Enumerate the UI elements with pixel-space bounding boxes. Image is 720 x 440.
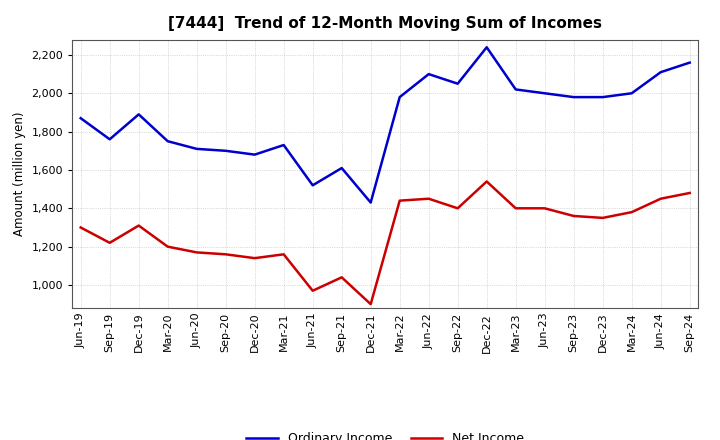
- Ordinary Income: [598, 95, 607, 100]
- Net Income: [454, 205, 462, 211]
- Net Income: [308, 288, 317, 293]
- Net Income: [76, 225, 85, 230]
- Net Income: [338, 275, 346, 280]
- Legend: Ordinary Income, Net Income: Ordinary Income, Net Income: [241, 427, 529, 440]
- Line: Net Income: Net Income: [81, 181, 690, 304]
- Net Income: [482, 179, 491, 184]
- Net Income: [685, 191, 694, 196]
- Net Income: [279, 252, 288, 257]
- Net Income: [105, 240, 114, 246]
- Ordinary Income: [221, 148, 230, 154]
- Ordinary Income: [685, 60, 694, 65]
- Ordinary Income: [627, 91, 636, 96]
- Ordinary Income: [76, 116, 85, 121]
- Net Income: [424, 196, 433, 202]
- Net Income: [627, 209, 636, 215]
- Ordinary Income: [279, 143, 288, 148]
- Ordinary Income: [657, 70, 665, 75]
- Net Income: [657, 196, 665, 202]
- Net Income: [366, 301, 375, 307]
- Ordinary Income: [482, 44, 491, 50]
- Net Income: [163, 244, 172, 249]
- Net Income: [221, 252, 230, 257]
- Ordinary Income: [454, 81, 462, 86]
- Ordinary Income: [105, 137, 114, 142]
- Ordinary Income: [395, 95, 404, 100]
- Ordinary Income: [308, 183, 317, 188]
- Ordinary Income: [541, 91, 549, 96]
- Title: [7444]  Trend of 12-Month Moving Sum of Incomes: [7444] Trend of 12-Month Moving Sum of I…: [168, 16, 602, 32]
- Ordinary Income: [338, 165, 346, 171]
- Line: Ordinary Income: Ordinary Income: [81, 47, 690, 202]
- Ordinary Income: [511, 87, 520, 92]
- Net Income: [192, 250, 201, 255]
- Net Income: [541, 205, 549, 211]
- Ordinary Income: [251, 152, 259, 157]
- Net Income: [598, 215, 607, 220]
- Net Income: [395, 198, 404, 203]
- Net Income: [135, 223, 143, 228]
- Ordinary Income: [163, 139, 172, 144]
- Ordinary Income: [192, 146, 201, 151]
- Ordinary Income: [570, 95, 578, 100]
- Net Income: [251, 256, 259, 261]
- Ordinary Income: [366, 200, 375, 205]
- Ordinary Income: [135, 112, 143, 117]
- Net Income: [570, 213, 578, 219]
- Ordinary Income: [424, 71, 433, 77]
- Y-axis label: Amount (million yen): Amount (million yen): [13, 112, 26, 236]
- Net Income: [511, 205, 520, 211]
